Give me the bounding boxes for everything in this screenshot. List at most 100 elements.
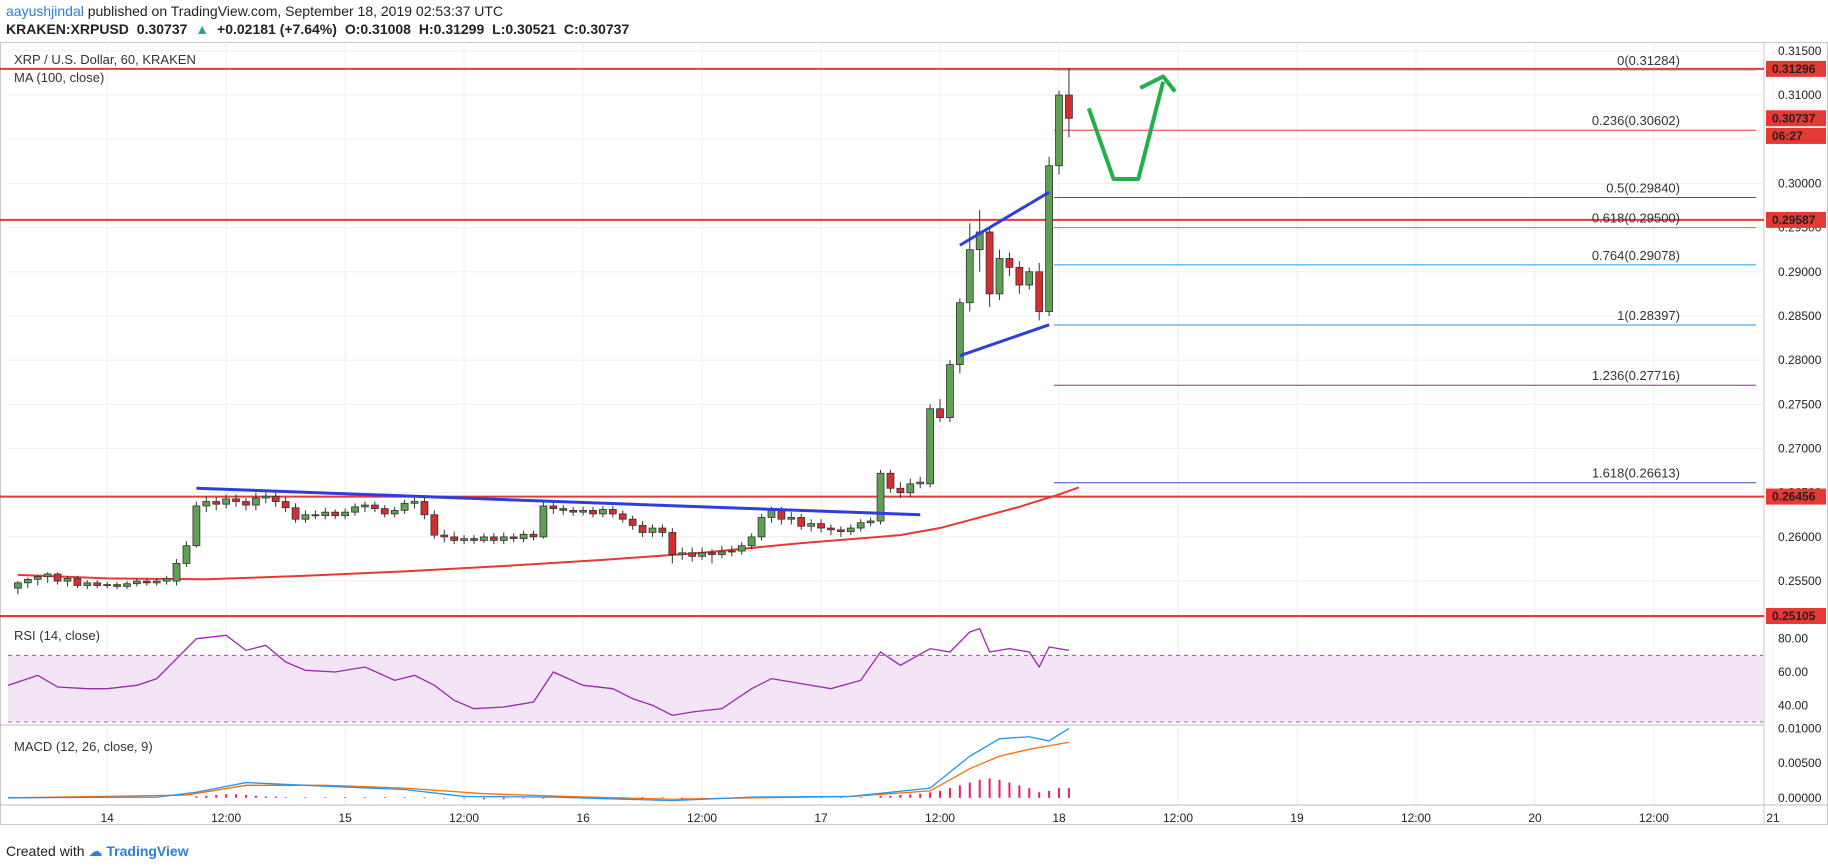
candle-body (906, 483, 915, 494)
price-tag-label: 0.30737 (1772, 111, 1816, 125)
candle-body (271, 495, 280, 502)
candle-body (886, 472, 895, 489)
candle-body (430, 514, 439, 536)
symbol: KRAKEN:XRPUSD (6, 21, 129, 37)
x-tick-label: 16 (576, 811, 590, 825)
candle-body (608, 509, 617, 515)
candle-body (232, 498, 240, 502)
fib-level-label: 0.618(0.29500) (1592, 211, 1680, 226)
candle-body (470, 538, 478, 541)
footer: Created with ☁ TradingView (6, 843, 189, 860)
price-tag (1766, 110, 1826, 127)
candle-body (866, 520, 875, 524)
y-tick-label: 0.27500 (1778, 397, 1822, 411)
candle-body (450, 536, 459, 541)
ohlc-line: KRAKEN:XRPUSD 0.30737 ▲ +0.02181 (+7.64%… (6, 21, 633, 37)
x-tick-label: 14 (100, 811, 114, 825)
candle-body (499, 536, 508, 541)
price-tag-label: 0.29587 (1772, 213, 1816, 227)
candle-body (896, 487, 905, 494)
x-tick-label: 18 (1052, 811, 1066, 825)
candle-body (142, 580, 151, 584)
macd-tick-label: 0.00000 (1778, 791, 1822, 805)
created-with-text: Created with (6, 843, 85, 859)
fib-level-label: 0(0.31284) (1617, 53, 1680, 68)
author[interactable]: aayushjindal (6, 3, 84, 19)
published-text: published on TradingView.com, September … (87, 3, 504, 19)
low-value: L:0.30521 (492, 21, 556, 37)
trendline (959, 323, 1050, 358)
candle-body (817, 523, 825, 529)
candle-body (807, 523, 816, 527)
candle-body (420, 501, 429, 516)
candle-body (192, 505, 201, 547)
candle-body (559, 508, 568, 511)
candle-body (747, 536, 756, 547)
x-tick-label: 21 (1766, 811, 1780, 825)
candle-body (688, 552, 697, 557)
candle-body (1015, 266, 1024, 286)
price-tag-label: 0.25105 (1772, 609, 1816, 623)
candle-body (242, 501, 250, 506)
candle-body (1065, 94, 1073, 119)
candles (14, 68, 1073, 595)
candle-body (33, 576, 42, 580)
candle-body (589, 509, 597, 515)
x-tick-label: 12:00 (687, 811, 717, 825)
candle-body (341, 511, 349, 517)
y-tick-label: 0.30000 (1778, 176, 1822, 190)
price-tag-label: 0.26456 (1772, 490, 1816, 504)
x-tick-label: 12:00 (1163, 811, 1193, 825)
price-tag-label: 0.31296 (1772, 62, 1816, 76)
candle-body (539, 505, 548, 538)
fib-level-label: 0.236(0.30602) (1592, 113, 1680, 128)
candle-body (718, 551, 726, 555)
candle-body (519, 533, 528, 540)
candle-body (43, 573, 52, 578)
candle-body (509, 536, 518, 540)
candle-body (767, 509, 776, 518)
x-tick-label: 17 (814, 811, 828, 825)
candle-body (837, 529, 845, 532)
y-tick-label: 0.27000 (1778, 442, 1822, 456)
candle-body (53, 573, 62, 582)
fib-level-label: 1.618(0.26613) (1592, 466, 1680, 481)
price-tag-label: 06:27 (1772, 129, 1803, 143)
candle-body (261, 495, 270, 499)
candle-body (579, 509, 587, 513)
trendline (196, 486, 921, 517)
candle-body (390, 509, 399, 515)
candle-body (787, 517, 796, 520)
macd-tick-label: 0.01000 (1778, 721, 1822, 735)
candle-body (370, 504, 379, 510)
candle-body (73, 578, 82, 586)
candle-body (926, 408, 934, 485)
candle-body (410, 501, 419, 504)
fib-level-label: 0.5(0.29840) (1606, 181, 1680, 196)
y-tick-label: 0.29000 (1778, 265, 1822, 279)
rsi-line (7, 627, 1070, 717)
x-tick-label: 12:00 (211, 811, 241, 825)
rsi-tick-label: 40.00 (1778, 698, 1808, 712)
change-arrow-icon: ▲ (195, 21, 210, 37)
x-tick-label: 12:00 (1639, 811, 1669, 825)
candle-body (777, 509, 786, 520)
tradingview-brand[interactable]: TradingView (106, 843, 189, 859)
x-tick-label: 19 (1290, 811, 1304, 825)
y-tick-label: 0.31500 (1778, 44, 1822, 58)
price-tag (1766, 607, 1826, 624)
candle-body (916, 481, 925, 485)
y-tick-label: 0.26000 (1778, 530, 1822, 544)
y-tick-label: 0.31000 (1778, 88, 1822, 102)
price-tag (1766, 127, 1826, 144)
candle-body (252, 497, 260, 506)
candle-body (162, 578, 171, 582)
price-tag (1766, 211, 1826, 228)
y-tick-label: 0.28500 (1778, 309, 1822, 323)
x-tick-label: 12:00 (1401, 811, 1431, 825)
candle-body (827, 527, 835, 531)
candle-body (133, 580, 141, 585)
macd-histogram (195, 778, 1070, 800)
